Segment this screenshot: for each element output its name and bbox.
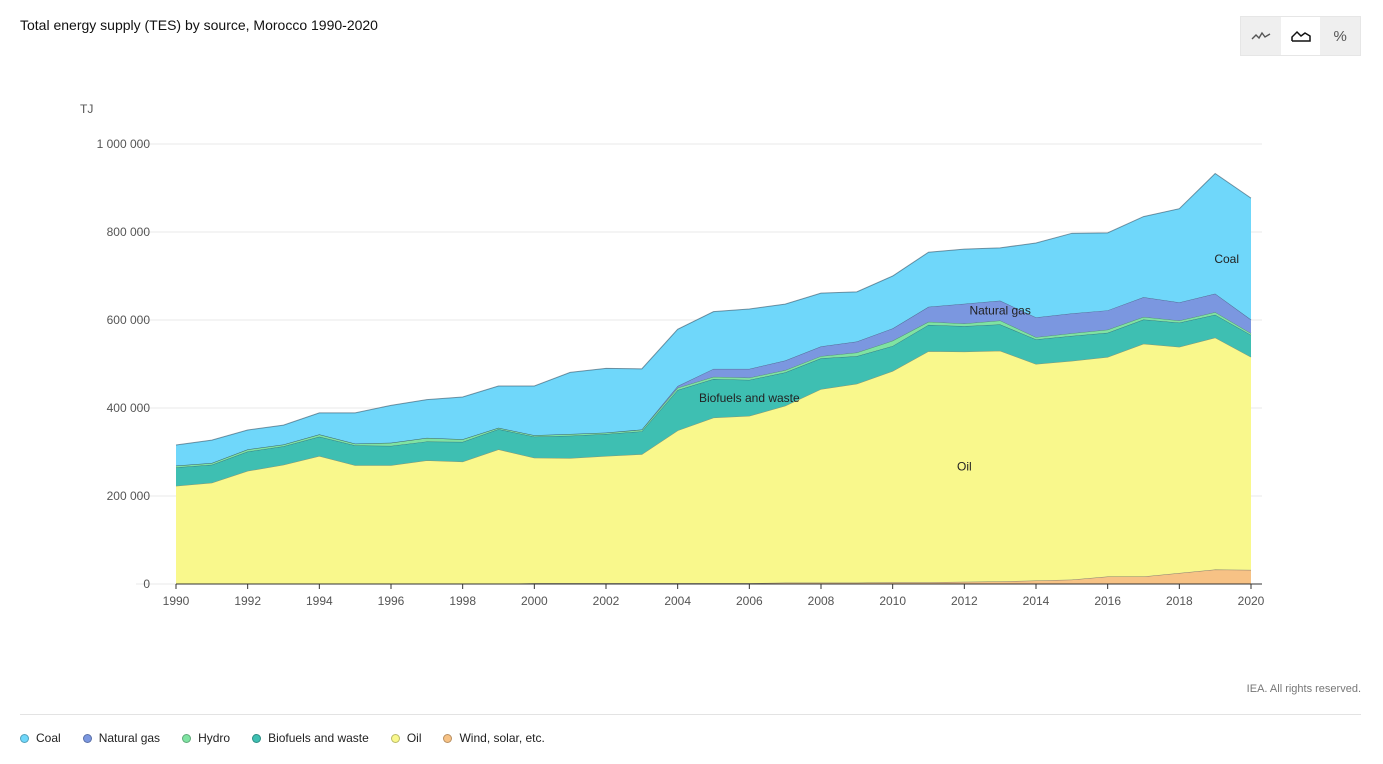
x-tick-label: 1994 [306, 594, 333, 608]
legend-swatch-biofuels [252, 733, 262, 743]
legend-item-biofuels[interactable]: Biofuels and waste [252, 731, 369, 745]
x-tick-label: 2010 [879, 594, 906, 608]
x-tick-label: 2012 [951, 594, 978, 608]
y-tick-label: 1 000 000 [97, 137, 151, 151]
x-tick-label: 2018 [1166, 594, 1193, 608]
area-chart-toggle[interactable] [1280, 17, 1321, 55]
legend-swatch-wind-solar [443, 733, 453, 743]
x-tick-label: 2020 [1238, 594, 1265, 608]
x-tick-label: 2014 [1023, 594, 1050, 608]
area-label-natural-gas: Natural gas [969, 304, 1030, 318]
legend-label-natural-gas: Natural gas [98, 731, 161, 745]
y-tick-label: 200 000 [107, 489, 151, 503]
legend-swatch-hydro [182, 733, 192, 743]
area-edge-coal [175, 172, 1252, 446]
legend-label-coal: Coal [36, 731, 61, 745]
area-oil [176, 337, 1251, 584]
x-tick-label: 2002 [593, 594, 620, 608]
legend-divider [20, 714, 1361, 715]
y-tick-label: 600 000 [107, 313, 151, 327]
area-label-oil: Oil [957, 460, 972, 474]
x-tick-label: 2004 [664, 594, 691, 608]
legend-item-natural-gas[interactable]: Natural gas [82, 731, 161, 745]
percent-icon: % [1333, 27, 1347, 45]
line-chart-toggle[interactable] [1241, 17, 1281, 55]
area-wind-solar [176, 569, 1251, 584]
x-tick-label: 2006 [736, 594, 763, 608]
x-tick-label: 2000 [521, 594, 548, 608]
legend-item-hydro[interactable]: Hydro [182, 731, 230, 745]
area-chart-icon [1290, 30, 1311, 42]
chart-legend: Coal Natural gas Hydro Biofuels and wast… [20, 731, 545, 745]
chart-title: Total energy supply (TES) by source, Mor… [20, 17, 378, 33]
x-tick-label: 1998 [449, 594, 476, 608]
x-tick-label: 1992 [234, 594, 261, 608]
legend-label-hydro: Hydro [198, 731, 231, 745]
percent-toggle[interactable]: % [1320, 17, 1360, 55]
x-tick-label: 2016 [1094, 594, 1121, 608]
legend-item-wind-solar[interactable]: Wind, solar, etc. [443, 731, 545, 745]
x-tick-label: 1996 [378, 594, 405, 608]
area-coal [176, 173, 1251, 466]
legend-label-wind-solar: Wind, solar, etc. [459, 731, 545, 745]
area-natural-gas [176, 293, 1251, 466]
area-biofuels [176, 314, 1251, 486]
legend-label-biofuels: Biofuels and waste [268, 731, 369, 745]
y-axis-unit: TJ [80, 102, 93, 116]
stacked-area-chart: 0 200 000 400 000 600 000 800 000 1 000 000 TJ… [80, 102, 1265, 608]
x-tick-label: 2008 [808, 594, 835, 608]
legend-item-coal[interactable]: Coal [20, 731, 61, 745]
y-tick-label: 400 000 [107, 401, 151, 415]
legend-swatch-oil [390, 733, 400, 743]
legend-item-oil[interactable]: Oil [390, 731, 422, 745]
area-label-coal: Coal [1214, 252, 1239, 266]
chart-view-toggle-group: % [1240, 16, 1361, 56]
copyright-credit: IEA. All rights reserved. [1246, 683, 1361, 695]
y-tick-label: 800 000 [107, 225, 151, 239]
line-chart-icon [1251, 31, 1271, 40]
legend-swatch-coal [20, 733, 29, 743]
y-tick-label: 0 [143, 577, 150, 591]
area-label-biofuels: Biofuels and waste [699, 391, 800, 405]
legend-swatch-natural-gas [82, 733, 92, 743]
legend-label-oil: Oil [406, 731, 422, 745]
x-tick-label: 1990 [163, 594, 190, 608]
